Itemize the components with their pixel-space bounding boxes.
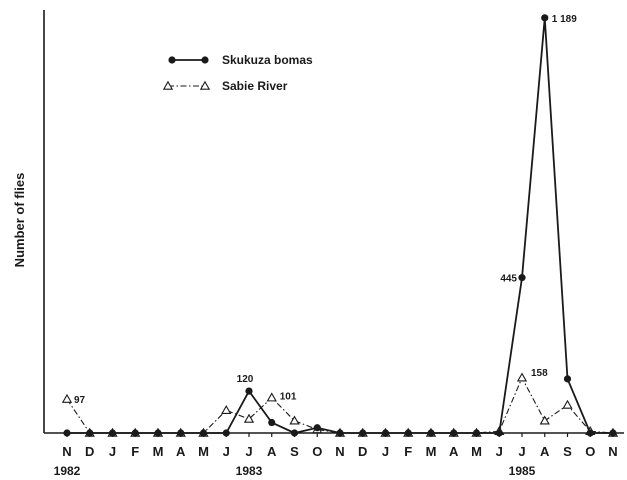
data-label: 445 [500, 274, 517, 285]
data-point-skukuza-bomas [495, 429, 503, 437]
data-point-skukuza-bomas [359, 429, 367, 437]
legend-marker-sabie-river [162, 80, 174, 90]
data-point-skukuza-bomas [518, 274, 526, 282]
data-point-sabie-river [61, 393, 73, 403]
x-tick-label: F [404, 444, 412, 459]
x-tick-label: M [153, 444, 164, 459]
legend-marker-sabie-river [199, 80, 211, 90]
data-point-skukuza-bomas [427, 429, 435, 437]
data-point-skukuza-bomas [268, 418, 276, 427]
data-point-sabie-river [516, 372, 528, 382]
x-tick-label: M [471, 444, 482, 459]
data-label: 120 [237, 374, 254, 385]
data-point-sabie-river [243, 413, 255, 423]
x-tick-label: D [85, 444, 94, 459]
series-layer [61, 14, 619, 437]
y-axis-label: Number of flies [12, 173, 27, 268]
data-point-skukuza-bomas [177, 429, 185, 437]
x-tick-label: J [109, 444, 116, 459]
data-point-sabie-river [266, 392, 277, 402]
data-point-skukuza-bomas [609, 429, 617, 437]
x-tick-label: N [62, 444, 71, 459]
year-label: 1985 [509, 464, 536, 478]
data-point-skukuza-bomas [404, 429, 412, 437]
data-point-skukuza-bomas [154, 429, 162, 437]
data-label: 158 [531, 368, 548, 379]
data-label: 97 [74, 395, 86, 406]
x-tick-label: J [496, 444, 503, 459]
data-point-skukuza-bomas [131, 429, 139, 437]
data-point-sabie-river [289, 415, 300, 425]
data-point-skukuza-bomas [563, 375, 572, 383]
data-point-skukuza-bomas [290, 429, 299, 437]
data-point-skukuza-bomas [86, 429, 94, 437]
x-tick-label: S [290, 444, 299, 459]
x-tick-label: A [267, 444, 277, 459]
data-point-skukuza-bomas [450, 429, 458, 437]
data-point-skukuza-bomas [245, 387, 253, 395]
data-point-skukuza-bomas [108, 429, 117, 437]
x-tick-label: F [131, 444, 139, 459]
data-point-sabie-river [562, 399, 573, 409]
data-point-sabie-river [221, 404, 232, 415]
x-tick-label: A [449, 444, 459, 459]
data-point-skukuza-bomas [381, 429, 390, 437]
legend-label-skukuza-bomas: Skukuza bomas [222, 53, 313, 67]
x-tick-label: O [585, 444, 595, 459]
x-tick-label: N [608, 444, 617, 459]
x-tick-label: J [223, 444, 230, 459]
legend-marker-skukuza-bomas [168, 56, 176, 64]
year-label: 1983 [236, 464, 263, 478]
data-point-skukuza-bomas [586, 429, 594, 437]
year-label: 1982 [54, 464, 81, 478]
labels-layer: 97 120 101 445 1 189 158 [74, 14, 577, 406]
x-tick-label: N [335, 444, 344, 459]
data-point-sabie-river [539, 415, 550, 425]
series-line-sabie-river [66, 376, 614, 434]
x-tick-label: M [426, 444, 437, 459]
x-tick-label: J [245, 444, 252, 459]
x-tick-label: D [358, 444, 367, 459]
data-point-skukuza-bomas [63, 429, 71, 437]
x-tick-label: O [312, 444, 322, 459]
data-label: 1 189 [552, 14, 577, 25]
data-point-skukuza-bomas [199, 429, 208, 437]
legend: Skukuza bomas Sabie River [162, 53, 313, 93]
x-tick-label: J [382, 444, 389, 459]
x-tick-label: M [198, 444, 209, 459]
data-point-skukuza-bomas [222, 429, 230, 437]
x-tick-label: S [563, 444, 572, 459]
data-label: 101 [280, 392, 297, 403]
data-point-skukuza-bomas [313, 424, 321, 432]
x-tick-label: J [518, 444, 525, 459]
data-point-skukuza-bomas [336, 429, 344, 437]
data-point-skukuza-bomas [472, 429, 481, 437]
legend-marker-skukuza-bomas [201, 56, 209, 64]
x-tick-label: A [176, 444, 186, 459]
x-tick-label: A [540, 444, 550, 459]
legend-label-sabie-river: Sabie River [222, 79, 288, 93]
data-point-skukuza-bomas [541, 14, 549, 22]
